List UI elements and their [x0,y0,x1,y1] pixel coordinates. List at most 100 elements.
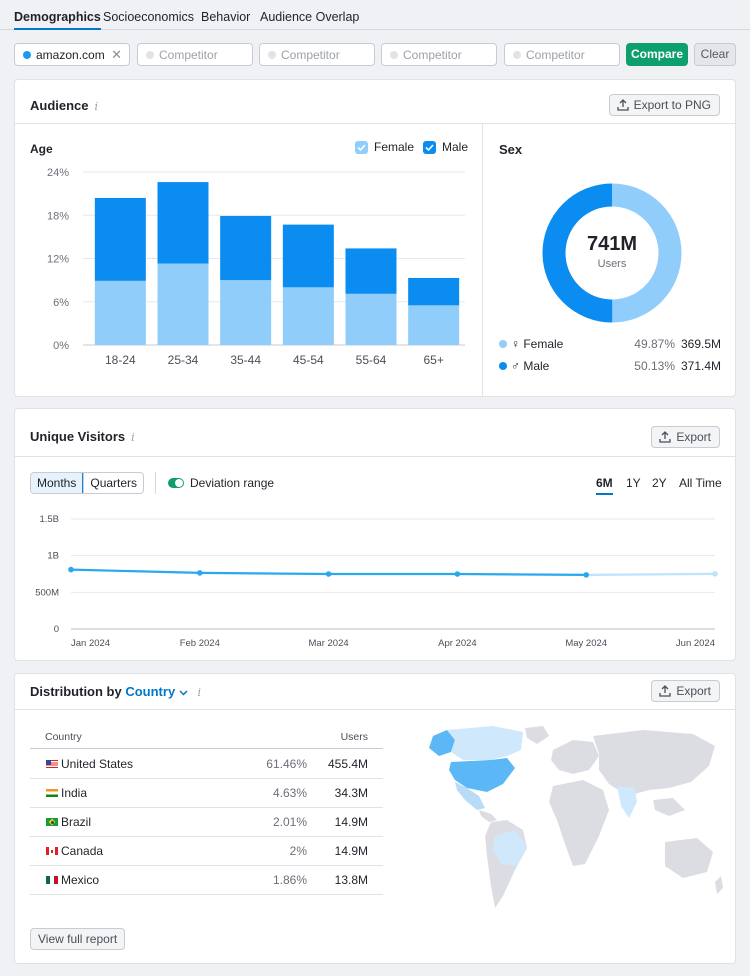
seg-months[interactable]: Months [31,473,84,493]
data-point [712,571,718,577]
male-pct: 50.13% [634,359,675,373]
x-tick-label: 55-64 [356,353,387,367]
bar-female [157,263,209,345]
card-divider [15,123,735,124]
range-1y[interactable]: 1Y [626,476,641,490]
table-row[interactable]: Brazil 2.01% 14.9M [30,808,383,837]
clear-button[interactable]: Clear [694,43,736,66]
x-tick-label: Feb 2024 [180,638,220,649]
x-tick-label: May 2024 [565,638,607,649]
export-png-button[interactable]: Export to PNG [608,94,720,116]
table-row[interactable]: Mexico 1.86% 13.8M [30,866,383,895]
y-tick-label: 24% [47,168,69,179]
info-icon[interactable]: i [197,686,201,699]
sex-row-female: ♀ Female 49.87% 369.5M [499,336,721,352]
seg-quarters[interactable]: Quarters [83,473,143,493]
clear-domain-icon[interactable]: ✕ [111,47,122,62]
table-row[interactable]: Canada 2% 14.9M [30,837,383,866]
country-users: 13.8M [334,873,368,887]
bar-male [345,248,397,294]
y-tick-label: 18% [47,210,69,222]
card-divider [15,456,735,457]
range-all-time[interactable]: All Time [679,476,722,490]
competitor-placeholder: Competitor [159,48,218,62]
visitors-line-projection [586,572,716,576]
card-divider [15,709,735,710]
unique-visitors-card: Unique Visitors i Export Months Quarters … [14,408,736,661]
country-name: Mexico [61,873,100,887]
tab-socioeconomics[interactable]: Socioeconomics [103,10,195,24]
flag-ca-icon [46,847,58,855]
y-tick-label: 1.5B [39,514,59,525]
table-row[interactable]: United States 61.46% 455.4M [30,750,383,779]
export-icon [659,685,671,697]
male-label: ♂ Male [511,359,550,373]
country-pct: 2.01% [272,815,307,829]
map-australia [665,838,713,878]
chevron-down-icon [179,690,188,696]
country-name: Brazil [61,815,92,829]
country-name: Canada [61,844,104,858]
deviation-toggle[interactable] [168,478,184,488]
bar-male [157,182,209,264]
female-symbol-icon: ♀ [511,337,520,351]
checkbox-male[interactable] [423,141,436,154]
y-tick-label: 0 [54,624,59,635]
competitor-input-2[interactable]: Competitor [259,43,375,66]
female-label: ♀ Female [511,337,564,351]
map-africa [549,780,609,866]
info-icon[interactable]: i [131,431,135,444]
map-europe [551,740,599,774]
toolbar-separator [155,472,156,494]
primary-domain-text: amazon.com [36,48,105,62]
donut-slice-male [542,183,682,323]
x-tick-label: 45-54 [293,353,324,367]
x-tick-label: 35-44 [230,353,261,367]
competitor-input-4[interactable]: Competitor [504,43,620,66]
flag-us-icon [46,760,58,768]
table-row[interactable]: India 4.63% 34.3M [30,779,383,808]
y-tick-label: 0% [53,340,69,352]
male-dot [499,362,507,370]
country-name: United States [61,757,134,771]
range-6m[interactable]: 6M [596,476,613,495]
country-users: 14.9M [334,815,368,829]
y-tick-label: 1B [47,551,59,562]
compare-button[interactable]: Compare [626,43,688,66]
country-users: 455.4M [327,757,368,771]
x-tick-label: 25-34 [168,353,199,367]
map-central-america [479,810,497,822]
bar-female [408,305,460,345]
tab-behavior[interactable]: Behavior [201,10,251,24]
competitor-input-3[interactable]: Competitor [381,43,497,66]
deviation-label: Deviation range [190,476,275,490]
report-tabs: Demographics Socioeconomics Behavior Aud… [0,0,750,30]
distribution-title: Distribution by Country i [30,684,201,699]
view-full-report-button[interactable]: View full report [30,928,126,950]
map-asia [593,730,715,796]
map-india [617,786,637,818]
tab-demographics[interactable]: Demographics [14,10,101,30]
checkbox-female[interactable] [355,141,368,154]
competitor-dot-icon [390,51,398,59]
range-2y[interactable]: 2Y [652,476,667,490]
export-button[interactable]: Export [651,426,720,448]
legend-female-label: Female [374,140,415,154]
info-icon[interactable]: i [94,100,99,113]
bar-male [408,277,460,306]
export-icon [616,99,629,111]
export-button[interactable]: Export [651,680,720,702]
data-point [583,572,589,578]
female-pct: 49.87% [634,337,675,351]
competitor-input-1[interactable]: Competitor [137,43,253,66]
map-canada [447,726,523,760]
data-point [454,571,461,577]
competitor-placeholder: Competitor [281,48,340,62]
country-users: 34.3M [334,786,368,800]
visitors-line-chart: 0 500M 1B 1.5B Jan 2024 Feb 2024 Mar 2024 Apr 2… [35,514,718,649]
primary-domain-input[interactable]: amazon.com ✕ [14,43,130,66]
country-dropdown[interactable]: Country [125,684,188,699]
map-usa [449,758,515,792]
tab-audience-overlap[interactable]: Audience Overlap [260,10,360,24]
country-name: India [61,786,88,800]
